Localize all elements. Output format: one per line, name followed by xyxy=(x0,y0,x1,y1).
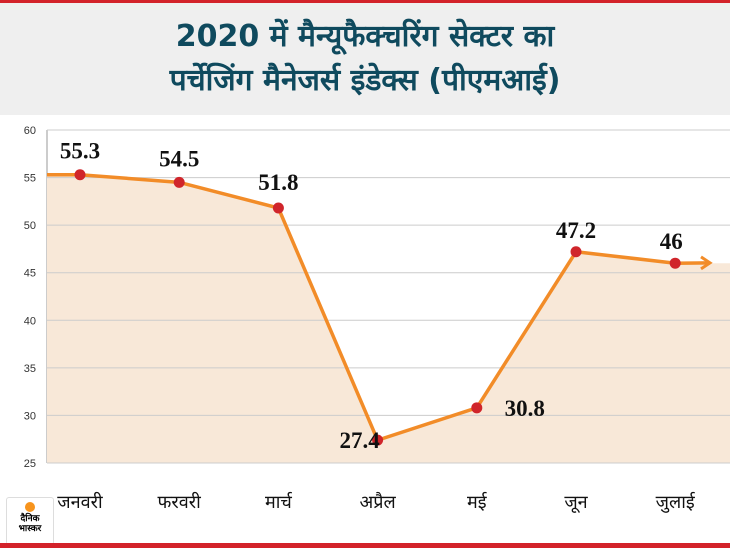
y-tick-label: 45 xyxy=(24,268,36,280)
y-tick-label: 50 xyxy=(24,220,36,232)
line-chart: 60 55 50 45 40 35 30 25 55.3 जनवरी 54.5 फरवरी 51.8 मा… xyxy=(24,125,730,513)
data-point xyxy=(74,169,86,181)
chart-title: 2020 में मैन्यूफैक्चरिंग सेक्टर का पर्चे… xyxy=(0,3,730,115)
x-tick-label: जनवरी xyxy=(57,491,103,513)
data-label: 55.3 xyxy=(60,139,100,164)
data-point xyxy=(173,176,185,188)
title-line-1: 2020 में मैन्यूफैक्चरिंग सेक्टर का xyxy=(175,19,555,54)
data-label: 47.2 xyxy=(556,218,596,243)
x-tick-label: फरवरी xyxy=(158,491,202,513)
data-label: 27.4 xyxy=(339,428,380,453)
y-tick-label: 60 xyxy=(24,125,36,137)
top-accent-bar xyxy=(0,0,730,3)
x-tick-label: जून xyxy=(564,492,588,513)
data-point xyxy=(471,402,483,414)
y-tick-label: 40 xyxy=(24,315,36,327)
title-line-2: पर्चेजिंग मैनेजर्स इंडेक्स (पीएमआई) xyxy=(169,63,561,98)
data-point xyxy=(669,257,681,269)
x-tick-label: अप्रैल xyxy=(359,491,396,513)
data-label: 51.8 xyxy=(258,170,298,195)
y-tick-label: 25 xyxy=(24,458,36,470)
data-label: 54.5 xyxy=(159,146,199,171)
data-point xyxy=(570,246,582,258)
x-tick-label: मई xyxy=(467,491,488,513)
x-tick-label: मार्च xyxy=(265,491,293,513)
bottom-accent-bar xyxy=(0,543,730,548)
arrow-head xyxy=(700,255,713,271)
data-point xyxy=(272,202,284,214)
area-fill xyxy=(47,174,730,463)
x-tick-label: जुलाई xyxy=(656,491,696,513)
dainik-bhaskar-logo: दैनिक भास्कर xyxy=(6,497,54,545)
y-tick-label: 35 xyxy=(24,363,36,375)
data-label: 30.8 xyxy=(505,396,545,421)
data-label: 46 xyxy=(660,229,683,254)
y-tick-label: 55 xyxy=(24,173,36,185)
y-tick-label: 30 xyxy=(24,410,36,422)
data-point xyxy=(372,434,384,446)
